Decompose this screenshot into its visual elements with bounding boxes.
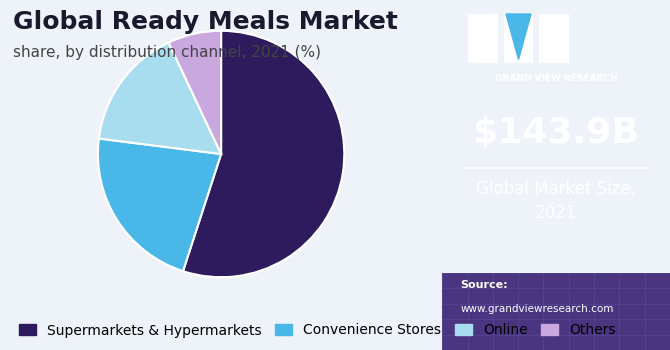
Wedge shape <box>183 31 344 277</box>
Legend: Supermarkets & Hypermarkets, Convenience Stores, Online, Others: Supermarkets & Hypermarkets, Convenience… <box>13 318 621 343</box>
FancyBboxPatch shape <box>504 14 533 63</box>
Text: Global Ready Meals Market: Global Ready Meals Market <box>13 10 398 35</box>
FancyBboxPatch shape <box>468 14 498 63</box>
Text: $143.9B: $143.9B <box>472 116 640 150</box>
Text: 2021: 2021 <box>535 204 578 223</box>
Polygon shape <box>506 14 531 60</box>
Wedge shape <box>169 31 221 154</box>
FancyBboxPatch shape <box>539 14 569 63</box>
FancyBboxPatch shape <box>442 273 670 350</box>
Text: Global Market Size,: Global Market Size, <box>476 180 636 198</box>
Text: GRAND VIEW RESEARCH: GRAND VIEW RESEARCH <box>494 74 618 83</box>
Text: Source:: Source: <box>460 280 508 290</box>
Wedge shape <box>99 43 221 154</box>
Wedge shape <box>98 139 221 271</box>
Text: share, by distribution channel, 2021 (%): share, by distribution channel, 2021 (%) <box>13 46 322 61</box>
Text: www.grandviewresearch.com: www.grandviewresearch.com <box>460 304 614 315</box>
